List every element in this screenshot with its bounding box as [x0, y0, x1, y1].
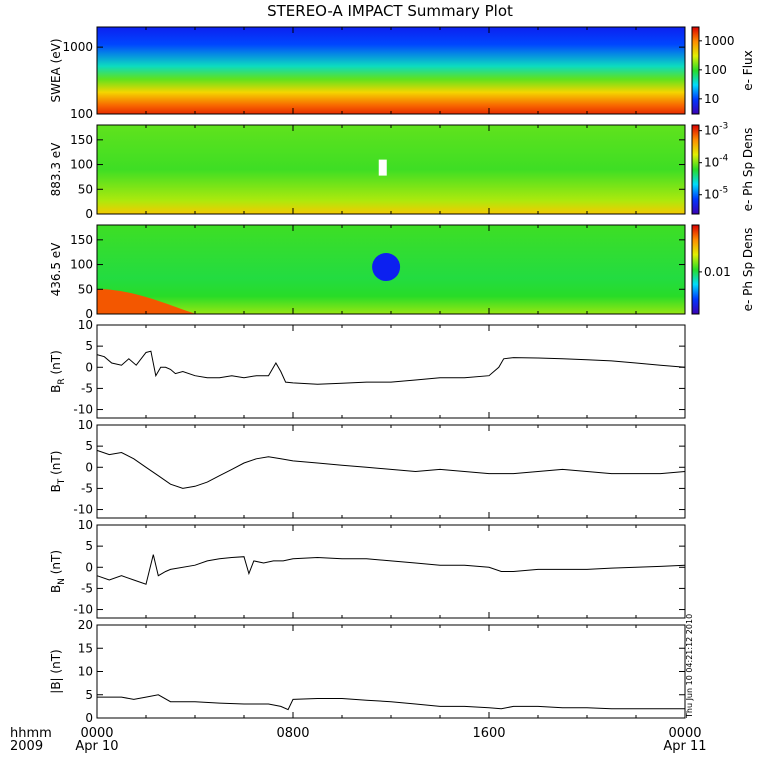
y-tick-label: 50 [78, 182, 93, 196]
y-tick-label: 0 [85, 360, 93, 374]
spectrogram-pad_883 [97, 125, 685, 214]
y-tick-label: 1000 [62, 40, 93, 54]
panel-bt: 10 5 0 -5 -10 BT (nT) [49, 418, 686, 519]
low-angle-enhancement [97, 289, 197, 314]
time-format-label: hhmm [10, 726, 52, 741]
y-tick-label: 100 [70, 158, 93, 172]
y-axis-label: BR (nT) [49, 350, 67, 393]
colorbar-tick-label: 10-5 [704, 186, 728, 202]
y-tick-label: 100 [70, 258, 93, 272]
colorbar-frame [691, 124, 700, 215]
y-tick-label: 10 [78, 318, 93, 332]
y-tick-label: 0 [85, 307, 93, 321]
y-axis-label: 883.3 eV [49, 142, 63, 197]
colorbar-tick-label: 1000 [704, 34, 735, 48]
y-tick-label: -10 [73, 603, 93, 617]
colorbar-frame [691, 26, 700, 115]
colorbar-pad_883: 10-3 10-4 10-5 e- Ph Sp Dens [691, 122, 755, 215]
y-axis-label: BN (nT) [49, 550, 67, 593]
colorbar-scale [692, 225, 699, 314]
y-tick-label: -5 [81, 581, 93, 595]
colorbar-label: e- Ph Sp Dens [741, 128, 755, 212]
panel-bn: 10 5 0 -5 -10 BN (nT) [49, 518, 686, 619]
colorbar-swea: 1000 100 10 e- Flux [691, 26, 755, 115]
panel-swea: 1000 100 10 e- Flux 1000 100 SWEA (eV) [49, 26, 755, 121]
y-tick-label: 5 [85, 539, 93, 553]
y-tick-label: 10 [78, 518, 93, 532]
colorbar-tick-label: 10 [704, 92, 719, 106]
y-tick-label: 0 [85, 711, 93, 725]
y-tick-label: -10 [73, 403, 93, 417]
colorbar-label: e- Ph Sp Dens [741, 228, 755, 312]
colorbar-tick-label: 100 [704, 63, 727, 77]
x-date-label: Apr 10 [75, 739, 118, 754]
x-tick-label: 0800 [276, 726, 309, 741]
panel-frame [96, 624, 686, 719]
panel-bmag: 20 15 10 5 0 |B| (nT) [49, 618, 686, 725]
colorbar-label: e- Flux [741, 50, 755, 90]
colorbar-tick-label: 10-3 [704, 122, 728, 138]
colorbar-tick-label: 10-4 [704, 154, 729, 170]
y-tick-label: 10 [78, 665, 93, 679]
flux-depletion-region [372, 253, 401, 282]
panel-br: 10 5 0 -5 -10 BR (nT) [49, 318, 686, 419]
y-tick-label: 0 [85, 560, 93, 574]
series-br [96, 350, 686, 385]
y-tick-label: 20 [78, 618, 93, 632]
y-tick-label: 100 [70, 107, 93, 121]
y-tick-label: 150 [70, 233, 93, 247]
colorbar-frame [691, 224, 700, 315]
y-tick-label: 5 [85, 688, 93, 702]
data-gap [378, 159, 387, 176]
series-bmag [97, 694, 685, 711]
series-bn [96, 554, 686, 585]
year-label: 2009 [10, 739, 43, 754]
series-bt [96, 449, 686, 489]
y-axis-label: SWEA (eV) [49, 38, 63, 102]
y-tick-label: 15 [78, 641, 93, 655]
plot-title: STEREO-A IMPACT Summary Plot [267, 2, 513, 20]
generation-timestamp: Thu Jun 10 04:21:12 2010 [685, 614, 694, 719]
x-tick-label: 0000 [668, 726, 701, 741]
x-tick-label: 1600 [472, 726, 505, 741]
panel-frame [96, 424, 686, 519]
colorbar-tick-label: 0.01 [704, 265, 731, 279]
y-tick-label: 0 [85, 207, 93, 221]
y-tick-label: -5 [81, 481, 93, 495]
x-date-label: Apr 11 [663, 739, 706, 754]
panel-pad_883: 10-3 10-4 10-5 e- Ph Sp Dens 150 100 50 0 883.3 … [49, 122, 755, 221]
y-tick-label: 0 [85, 460, 93, 474]
y-tick-label: -10 [73, 503, 93, 517]
y-tick-label: 10 [78, 418, 93, 432]
colorbar-scale [692, 27, 699, 114]
panel-pad_436: 0.01 e- Ph Sp Dens 150 100 50 0 436.5 eV [49, 224, 755, 321]
y-axis-label: |B| (nT) [49, 649, 63, 693]
y-axis-label: 436.5 eV [49, 242, 63, 297]
colorbar-pad_436: 0.01 e- Ph Sp Dens [691, 224, 755, 315]
colorbar-scale [692, 125, 699, 214]
spectrogram-swea [97, 27, 685, 114]
panel-frame [96, 524, 686, 619]
y-tick-label: 150 [70, 133, 93, 147]
y-tick-label: -5 [81, 381, 93, 395]
y-tick-label: 50 [78, 282, 93, 296]
y-axis-label: BT (nT) [49, 451, 67, 493]
x-tick-label: 0000 [80, 726, 113, 741]
y-tick-label: 5 [85, 339, 93, 353]
y-tick-label: 5 [85, 439, 93, 453]
panel-frame [96, 324, 686, 419]
